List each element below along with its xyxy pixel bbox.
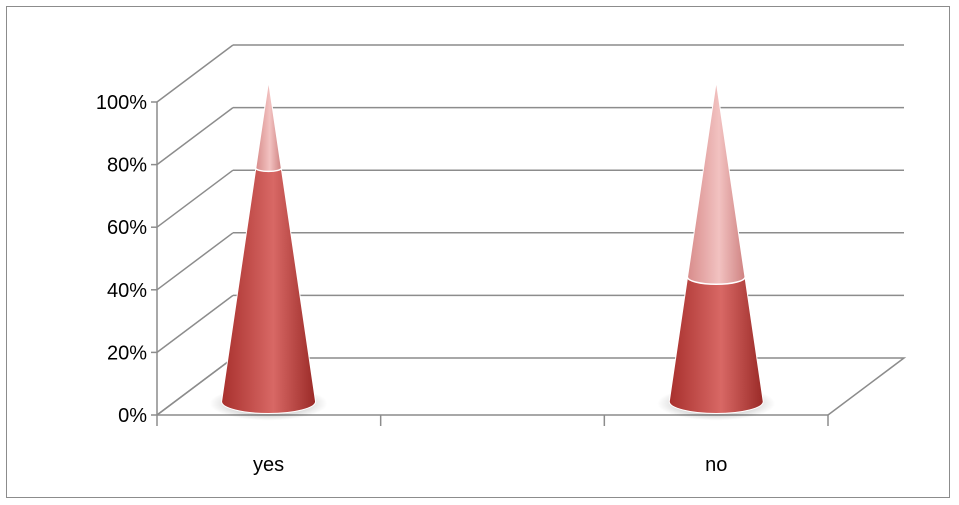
y-tick-label: 20% [107, 342, 147, 364]
gridline-depth [156, 357, 234, 416]
y-tick-label: 60% [107, 217, 147, 239]
y-tick-label: 0% [118, 405, 147, 427]
category-label: no [705, 454, 727, 476]
label-layer: 0% 20% 40% 60% 80% 100% yes no [96, 92, 728, 476]
category-label: yes [253, 454, 284, 476]
cone-segment-no-1 [687, 81, 746, 285]
cone-segment-no-0 [668, 268, 764, 414]
gridline-depth [156, 232, 234, 291]
y-tick-label: 100% [96, 92, 147, 114]
gridline-depth [156, 44, 234, 103]
gridline-depth [156, 294, 234, 353]
grid-layer [156, 44, 907, 416]
chart-frame [6, 6, 950, 498]
cone-segment-yes-1 [255, 81, 282, 172]
y-tick-label: 40% [107, 280, 147, 302]
cone-layer [209, 81, 776, 421]
gridline-depth [156, 169, 234, 228]
gridline-depth [156, 106, 234, 166]
y-tick-label: 80% [107, 155, 147, 177]
cone-segment-yes-0 [221, 164, 317, 414]
